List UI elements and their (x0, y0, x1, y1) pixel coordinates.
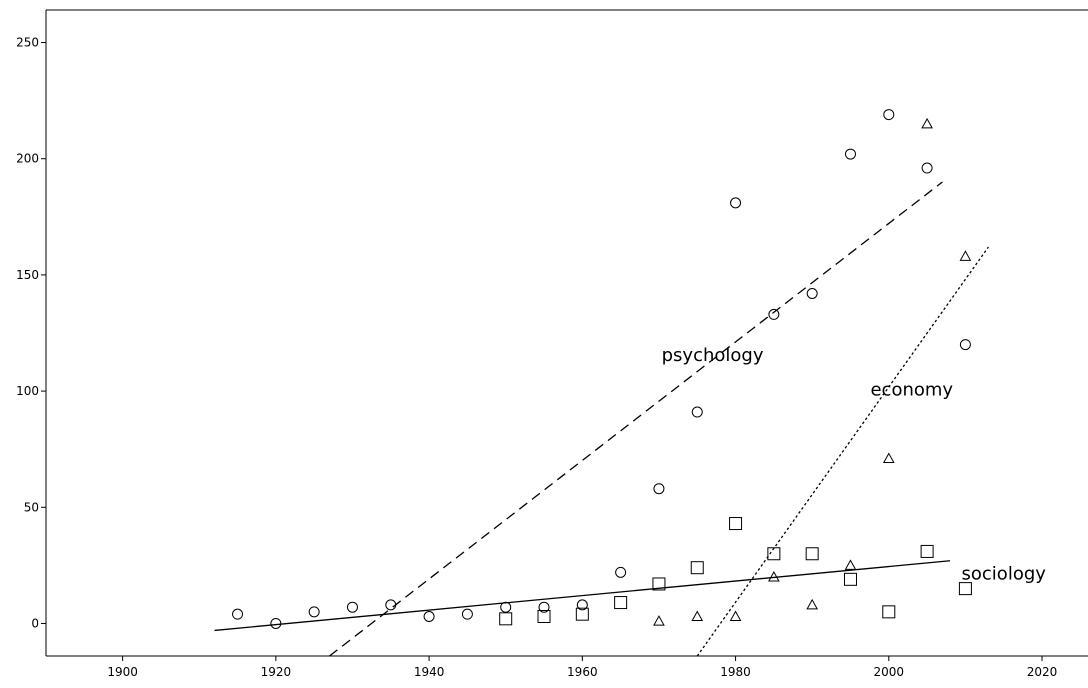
point-sociology (729, 517, 743, 531)
point-psychology (232, 608, 244, 620)
point-sociology (499, 612, 513, 626)
point-psychology (538, 601, 550, 613)
fit-line-psychology (329, 181, 943, 657)
point-psychology (768, 308, 780, 320)
point-sociology (690, 561, 704, 575)
point-psychology (730, 197, 742, 209)
point-sociology (920, 544, 934, 558)
x-tick-label: 1980 (720, 665, 751, 679)
point-economy (653, 615, 665, 626)
point-economy (882, 452, 895, 463)
axes: 1900 1920 1940 1960 1980 2000 2020 0 50 100 150 200… (16, 9, 1088, 679)
y-tick-label: 250 (16, 36, 39, 50)
point-sociology (767, 547, 781, 561)
point-psychology (921, 162, 933, 174)
point-psychology (346, 601, 358, 613)
y-tick-label: 200 (16, 152, 39, 166)
x-tick-label: 1900 (107, 665, 138, 679)
point-psychology (883, 109, 895, 121)
point-economy (844, 559, 857, 570)
point-sociology (537, 609, 551, 623)
point-sociology (958, 582, 972, 596)
fit-lines (214, 181, 989, 657)
fit-line-sociology (214, 560, 951, 632)
point-psychology (844, 148, 856, 160)
y-tick-label: 0 (31, 616, 39, 630)
point-economy (806, 598, 819, 610)
point-psychology (500, 601, 512, 613)
label-sociology: sociology (962, 563, 1047, 584)
point-economy (691, 610, 704, 621)
point-psychology (308, 606, 320, 618)
point-sociology (575, 607, 589, 621)
point-sociology (843, 572, 857, 586)
x-tick-label: 2020 (1027, 665, 1058, 679)
point-psychology (576, 599, 588, 611)
data-points (232, 109, 972, 629)
x-tick-label: 1920 (261, 665, 292, 679)
point-economy (959, 250, 972, 261)
point-psychology (653, 483, 665, 495)
point-economy (729, 610, 742, 621)
point-psychology (959, 339, 971, 351)
point-sociology (805, 547, 819, 561)
point-psychology (385, 599, 397, 611)
y-tick-label: 100 (16, 384, 39, 398)
point-psychology (615, 566, 627, 578)
y-tick-label: 150 (16, 268, 39, 282)
point-sociology (882, 605, 896, 619)
point-economy (768, 570, 780, 582)
point-psychology (806, 287, 818, 299)
x-tick-label: 1940 (414, 665, 445, 679)
point-economy (921, 117, 933, 129)
point-psychology (461, 608, 473, 620)
annotations: psychology economy sociology (662, 345, 1047, 584)
fit-line-economy (696, 246, 989, 657)
point-psychology (423, 610, 435, 622)
y-tick-label: 50 (24, 500, 39, 514)
x-tick-label: 2000 (874, 665, 905, 679)
label-economy: economy (870, 380, 953, 401)
point-sociology (652, 577, 666, 591)
x-tick-label: 1960 (567, 665, 598, 679)
point-sociology (614, 596, 628, 610)
point-psychology (691, 406, 703, 418)
point-psychology (270, 617, 282, 629)
label-psychology: psychology (662, 345, 764, 366)
